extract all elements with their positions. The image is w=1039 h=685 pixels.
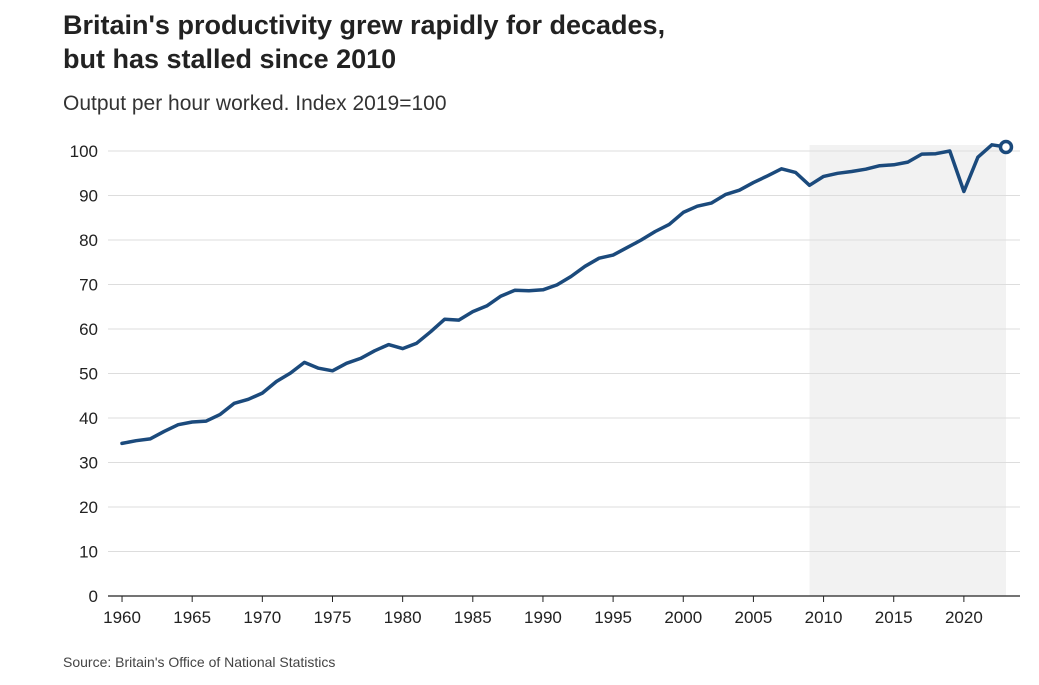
x-tick-label: 1965 <box>173 608 211 627</box>
y-tick-label: 80 <box>79 231 98 250</box>
x-tick-label: 2000 <box>664 608 702 627</box>
x-tick-label: 2015 <box>875 608 913 627</box>
y-tick-label: 50 <box>79 365 98 384</box>
y-tick-label: 70 <box>79 276 98 295</box>
gridlines <box>108 150 1020 597</box>
y-tick-label: 0 <box>89 587 98 606</box>
x-tick-label: 1990 <box>524 608 562 627</box>
y-tick-label: 40 <box>79 409 98 428</box>
source-note: Source: Britain's Office of National Sta… <box>63 654 336 670</box>
chart-title-line-2: but has stalled since 2010 <box>63 44 397 74</box>
x-tick-label: 1970 <box>243 608 281 627</box>
y-tick-label: 60 <box>79 320 98 339</box>
x-tick-label: 2020 <box>945 608 983 627</box>
chart-subtitle: Output per hour worked. Index 2019=100 <box>63 92 447 115</box>
y-tick-label: 30 <box>79 454 98 473</box>
shaded-region <box>809 145 1006 596</box>
x-tick-label: 2010 <box>805 608 843 627</box>
shaded-period <box>809 145 1006 596</box>
x-tick-label: 2005 <box>735 608 773 627</box>
y-axis-ticks: 0 10 20 30 40 50 60 70 80 90 100 <box>70 142 98 606</box>
chart-title: Britain's productivity grew rapidly for … <box>63 8 823 76</box>
chart-title-line-1: Britain's productivity grew rapidly for … <box>63 10 666 40</box>
y-tick-label: 10 <box>79 543 98 562</box>
x-axis-ticks: 1960 1965 1970 1975 1980 1985 1990 1995 2000 2005… <box>103 596 983 627</box>
last-point-marker <box>998 139 1014 155</box>
x-tick-label: 1985 <box>454 608 492 627</box>
y-tick-label: 20 <box>79 498 98 517</box>
x-tick-label: 1960 <box>103 608 141 627</box>
y-tick-label: 90 <box>79 187 98 206</box>
x-tick-label: 1975 <box>314 608 352 627</box>
series-layer <box>120 139 1014 446</box>
y-tick-label: 100 <box>70 142 98 161</box>
series-line <box>120 143 1008 446</box>
x-tick-label: 1980 <box>384 608 422 627</box>
x-tick-label: 1995 <box>594 608 632 627</box>
